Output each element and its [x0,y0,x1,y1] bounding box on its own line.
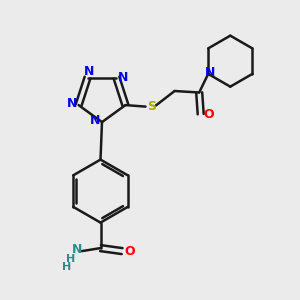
Text: N: N [67,97,77,110]
Text: H: H [62,262,71,272]
Text: N: N [118,71,128,84]
Text: N: N [205,66,215,79]
Text: S: S [147,100,156,113]
Text: N: N [90,114,100,127]
Text: H: H [66,254,75,265]
Text: O: O [204,108,214,121]
Text: O: O [124,244,135,258]
Text: N: N [84,65,94,78]
Text: N: N [72,243,82,256]
